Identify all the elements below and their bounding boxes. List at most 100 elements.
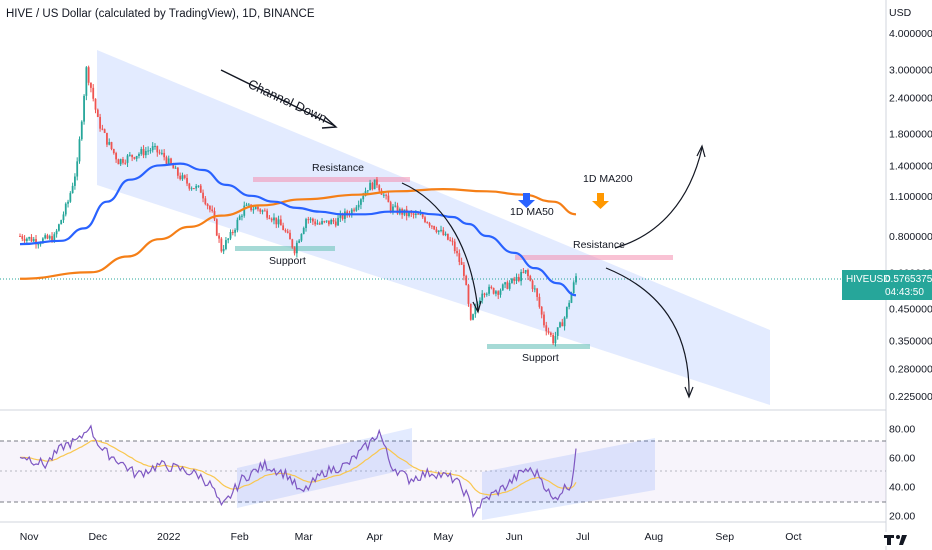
candle-body xyxy=(492,288,495,294)
channel-arrow xyxy=(220,69,336,127)
rsi-signal-line xyxy=(20,439,577,496)
candle-body xyxy=(41,238,44,244)
time-axis[interactable]: Nov Dec 2022 Feb Mar Apr May Jun Jul Aug Sep Oct xyxy=(20,531,802,543)
candle-body xyxy=(456,251,458,254)
time-tick-label: Aug xyxy=(644,531,663,543)
candle-body xyxy=(309,218,312,220)
candle-body xyxy=(474,307,477,315)
ma50-marker-arrow xyxy=(518,193,535,208)
candle-body xyxy=(67,201,69,204)
candle-body xyxy=(90,82,92,88)
candle-body xyxy=(44,235,47,239)
candle-body xyxy=(279,219,282,226)
candle-body xyxy=(138,153,140,156)
candle-body xyxy=(449,239,452,241)
candle-body xyxy=(268,217,271,219)
candle-body xyxy=(163,152,166,158)
price-axis[interactable]: 4.00000000 3.00000000 2.40000000 1.80000000… xyxy=(889,28,932,403)
candle-body xyxy=(366,190,369,192)
candle-body xyxy=(565,306,568,318)
candle-body xyxy=(490,286,493,289)
candle-body xyxy=(53,234,56,242)
candle-body xyxy=(282,225,285,231)
candle-body xyxy=(346,211,349,215)
candle-body xyxy=(291,239,294,248)
candle-body xyxy=(357,204,360,208)
candle-body xyxy=(373,179,376,190)
candle-body xyxy=(158,152,161,154)
candle-body xyxy=(126,155,129,163)
candle-body xyxy=(286,231,289,233)
time-tick-label: Nov xyxy=(20,531,39,543)
candle-body xyxy=(55,230,58,235)
candle-body xyxy=(131,154,134,158)
price-tick-label: 0.35000000 xyxy=(889,335,932,347)
candle-body xyxy=(135,155,138,159)
time-tick-label: May xyxy=(433,531,454,543)
candle-body xyxy=(540,306,543,315)
time-tick-label: Dec xyxy=(88,531,107,543)
candle-body xyxy=(64,203,67,215)
candle-body xyxy=(92,87,95,99)
candle-body xyxy=(28,237,31,239)
candle-body xyxy=(314,221,317,225)
candle-body xyxy=(259,209,262,212)
candle-body xyxy=(245,204,248,206)
price-tick-label: 1.80000000 xyxy=(889,129,932,141)
candle-body xyxy=(199,185,202,193)
candle-body xyxy=(547,331,550,333)
candle-body xyxy=(460,261,463,265)
candle-body xyxy=(570,292,573,303)
candle-body xyxy=(392,206,394,212)
candle-body xyxy=(213,210,216,220)
candle-body xyxy=(444,233,447,236)
price-tick-label: 0.28000000 xyxy=(889,363,932,375)
candle-body xyxy=(545,325,548,332)
candle-body xyxy=(408,212,410,216)
candle-body xyxy=(433,225,436,230)
candle-body xyxy=(48,236,51,239)
candle-body xyxy=(122,159,124,163)
candle-body xyxy=(23,238,26,241)
tradingview-logo[interactable] xyxy=(882,532,926,546)
badge-symbol: HIVEUSD xyxy=(846,274,890,285)
candle-body xyxy=(517,276,520,282)
candle-body xyxy=(140,149,143,154)
candle-body xyxy=(414,213,417,215)
candle-body xyxy=(133,157,136,159)
rsi-band xyxy=(0,441,886,502)
candle-body xyxy=(421,214,424,218)
candle-body xyxy=(527,270,529,277)
support-label-1: Support xyxy=(269,255,306,267)
support-zone-2 xyxy=(487,344,590,349)
candle-body xyxy=(501,284,504,291)
candle-body xyxy=(124,162,127,164)
candle-body xyxy=(147,150,150,152)
candle-body xyxy=(559,322,561,328)
candle-body xyxy=(508,282,511,289)
candle-body xyxy=(234,229,236,233)
candle-body xyxy=(263,210,266,212)
rsi-axis[interactable]: 80.00 60.00 40.00 20.00 xyxy=(889,424,915,523)
candle-body xyxy=(350,209,353,215)
candle-body xyxy=(325,220,328,222)
candle-body xyxy=(575,276,577,283)
support-zone-1 xyxy=(235,246,335,251)
candle-body xyxy=(481,293,484,301)
candle-body xyxy=(252,209,255,211)
candle-body xyxy=(183,175,186,178)
candle-body xyxy=(389,202,392,212)
rsi-tick-label: 60.00 xyxy=(889,453,915,465)
candle-body xyxy=(506,282,509,289)
time-tick-label: Feb xyxy=(231,531,249,543)
candle-body xyxy=(572,282,575,293)
candle-body xyxy=(176,167,179,176)
candle-body xyxy=(295,242,298,254)
ma50-line xyxy=(19,162,577,297)
candle-body xyxy=(453,241,456,252)
candle-body xyxy=(60,220,63,225)
candle-body xyxy=(376,179,378,186)
candle-body xyxy=(302,228,305,234)
